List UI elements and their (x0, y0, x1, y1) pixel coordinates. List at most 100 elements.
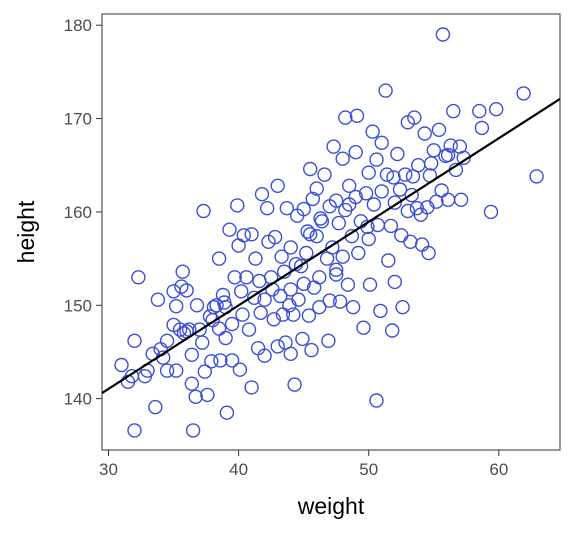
y-tick-label-140: 140 (64, 390, 92, 409)
data-point-33 (200, 387, 215, 403)
data-point-100 (317, 167, 332, 182)
data-point-70 (270, 178, 285, 194)
data-point-194 (168, 299, 184, 314)
data-point-131 (369, 393, 384, 408)
data-point-97 (312, 270, 327, 285)
y-tick-label-150: 150 (64, 296, 92, 315)
y-tick-label-160: 160 (64, 203, 92, 222)
data-point-191 (313, 211, 328, 226)
data-point-179 (529, 169, 544, 184)
data-point-38 (211, 251, 227, 266)
data-point-113 (338, 110, 353, 125)
data-point-47 (224, 353, 240, 368)
data-point-118 (345, 300, 361, 315)
regression-line (101, 98, 561, 394)
data-point-129 (365, 124, 380, 139)
data-point-175 (474, 120, 490, 136)
data-point-163 (431, 122, 447, 138)
data-point-45 (222, 222, 237, 237)
data-point-9 (148, 399, 163, 415)
data-point-108 (329, 193, 344, 208)
data-point-136 (378, 83, 393, 98)
data-point-109 (331, 215, 346, 231)
data-point-53 (236, 228, 252, 243)
data-point-139 (383, 218, 399, 234)
data-point-159 (421, 245, 436, 261)
data-point-80 (286, 307, 301, 322)
data-point-90 (301, 308, 317, 323)
data-point-62 (254, 186, 270, 202)
data-point-46 (224, 316, 240, 332)
data-point-165 (435, 27, 451, 42)
data-point-49 (230, 198, 245, 213)
data-points (114, 27, 544, 438)
data-point-122 (351, 245, 366, 261)
data-point-91 (303, 161, 318, 177)
data-point-161 (426, 143, 441, 158)
y-tick-label-180: 180 (64, 16, 92, 35)
data-point-187 (404, 187, 419, 203)
data-point-106 (326, 139, 341, 154)
data-point-44 (219, 405, 235, 420)
data-point-149 (400, 203, 415, 219)
data-point-110 (332, 294, 348, 309)
data-point-14 (159, 333, 175, 348)
data-point-13 (159, 363, 175, 378)
data-point-68 (266, 312, 281, 327)
data-point-107 (329, 262, 344, 277)
data-point-0 (114, 357, 129, 373)
data-point-126 (361, 231, 376, 247)
data-point-124 (356, 320, 371, 335)
data-point-141 (387, 195, 402, 210)
data-point-57 (244, 380, 259, 395)
data-point-115 (340, 277, 356, 292)
data-point-102 (321, 333, 336, 348)
data-point-28 (189, 298, 205, 313)
data-point-142 (387, 274, 402, 290)
data-point-86 (295, 331, 310, 347)
data-point-63 (257, 292, 272, 307)
data-point-168 (443, 138, 458, 153)
plot-panel (101, 13, 561, 451)
data-point-48 (227, 270, 242, 285)
data-point-120 (348, 144, 363, 160)
data-point-95 (309, 228, 324, 244)
data-point-183 (283, 282, 298, 297)
data-point-76 (279, 200, 294, 216)
data-point-116 (342, 178, 357, 194)
x-tick-label-60: 60 (489, 460, 508, 479)
data-point-55 (241, 322, 257, 337)
data-point-128 (362, 277, 378, 292)
data-point-22 (179, 283, 194, 298)
data-point-125 (358, 186, 374, 201)
data-point-85 (293, 258, 309, 274)
data-point-64 (257, 348, 272, 363)
data-point-27 (188, 389, 203, 404)
data-point-197 (305, 191, 320, 207)
data-point-127 (361, 165, 376, 180)
data-point-73 (274, 249, 289, 264)
data-point-144 (392, 182, 408, 197)
data-point-5 (131, 270, 146, 285)
data-point-30 (194, 335, 210, 350)
x-tick-label-50: 50 (359, 460, 378, 479)
data-point-152 (407, 110, 422, 125)
data-point-87 (296, 201, 311, 217)
data-point-130 (366, 197, 382, 212)
data-point-182 (253, 305, 268, 320)
data-point-65 (260, 200, 275, 216)
data-point-146 (395, 300, 410, 315)
y-axis: 140 150 160 170 180 (64, 16, 102, 409)
data-point-26 (185, 423, 201, 438)
data-point-24 (184, 347, 200, 362)
data-point-71 (270, 339, 285, 354)
data-point-98 (312, 300, 327, 315)
data-point-188 (440, 147, 456, 163)
data-point-37 (209, 298, 224, 313)
data-point-172 (453, 192, 469, 208)
data-point-185 (329, 267, 344, 282)
data-point-181 (217, 295, 232, 310)
data-point-176 (483, 204, 499, 220)
data-point-178 (516, 86, 531, 101)
